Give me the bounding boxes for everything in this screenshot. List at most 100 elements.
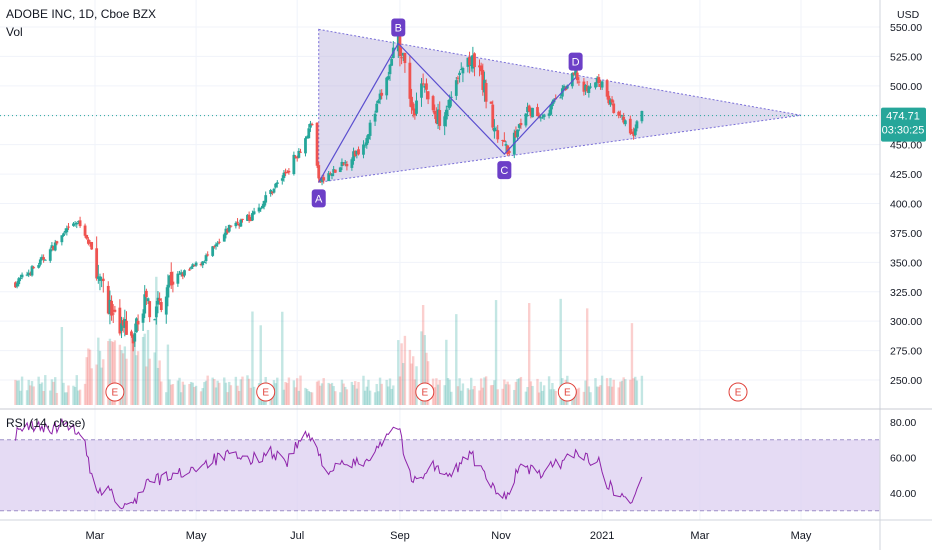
volume-bar	[368, 390, 372, 405]
candle-body	[640, 110, 644, 122]
volume-bar	[213, 379, 216, 405]
candle-body	[421, 83, 425, 85]
candle-body	[239, 219, 243, 227]
volume-bar	[484, 376, 488, 405]
candle-body	[14, 282, 17, 288]
candle-body	[396, 32, 400, 52]
volume-bar	[297, 390, 301, 405]
rsi-tick-label: 60.00	[890, 453, 916, 465]
time-tick-label: Jul	[290, 530, 304, 542]
candle-body	[120, 323, 123, 331]
volume-bar	[292, 380, 296, 405]
pattern-point-labels[interactable]: A B C D	[311, 18, 583, 208]
price-tick-label: 500.00	[890, 81, 922, 93]
rsi-indicator-label[interactable]: RSI (14, close)	[6, 416, 85, 430]
volume-bar	[160, 381, 163, 405]
candle-body	[438, 110, 442, 126]
volume-bar	[251, 311, 254, 405]
volume-bar	[586, 308, 589, 405]
volume-indicator-label[interactable]: Vol	[6, 25, 23, 39]
pattern-point-c[interactable]: C	[497, 161, 512, 180]
volume-bar	[420, 331, 423, 405]
candle-body	[287, 170, 291, 173]
candle-body	[526, 106, 529, 113]
volume-bar	[216, 380, 219, 405]
volume-bar	[609, 377, 612, 405]
pattern-point-b[interactable]: B	[391, 18, 406, 37]
rsi-axis[interactable]: 40.00 60.00 80.00	[890, 417, 916, 500]
earnings-marker[interactable]: E	[728, 382, 748, 402]
candle-body	[431, 96, 435, 111]
earnings-marker[interactable]: E	[256, 382, 276, 402]
candle-body	[164, 296, 168, 315]
volume-bar	[211, 377, 214, 405]
candle-body	[549, 104, 553, 115]
candle-body	[483, 79, 486, 93]
candle-body	[98, 276, 102, 281]
volume-bar	[518, 378, 521, 405]
candle-body	[577, 81, 581, 83]
candle-body	[529, 109, 533, 117]
candle-body	[249, 219, 253, 221]
volume-bar	[547, 376, 551, 405]
candle-body	[90, 241, 94, 250]
candle-body	[270, 191, 274, 194]
earnings-marker[interactable]: E	[415, 382, 435, 402]
time-tick-label: 2021	[590, 530, 614, 542]
candle-body	[251, 213, 254, 221]
volume-bar	[574, 391, 577, 405]
volume-bar	[415, 366, 418, 405]
pattern-point-d[interactable]: D	[568, 52, 583, 71]
volume-bar	[193, 386, 196, 405]
candle-body	[252, 211, 256, 215]
volume-bar	[362, 375, 365, 405]
candle-body	[610, 99, 614, 103]
candle-body	[584, 85, 587, 91]
earnings-marker[interactable]: E	[557, 382, 577, 402]
candle-body	[15, 283, 19, 287]
volume-bar	[466, 388, 470, 405]
volume-bar	[576, 388, 579, 405]
candle-body	[496, 130, 500, 140]
volume-bar	[353, 381, 357, 405]
volume-bar	[65, 392, 69, 405]
earnings-label: E	[112, 388, 119, 399]
candle-body	[484, 83, 488, 102]
candle-body	[481, 69, 485, 90]
volume-bar	[224, 382, 228, 405]
volume-bar	[133, 339, 136, 405]
volume-bar	[421, 305, 425, 405]
candle-body	[62, 233, 65, 237]
candle-body	[628, 118, 632, 134]
candle-body	[609, 99, 612, 105]
candle-body	[284, 171, 287, 174]
last-price-tag: 474.71 03:30:25	[881, 107, 926, 142]
price-axis[interactable]: 250.00 275.00 300.00 325.00 350.00 375.00 400.…	[890, 22, 922, 387]
candle-body	[582, 81, 586, 92]
volume-bar	[188, 384, 191, 405]
candle-body	[75, 222, 79, 225]
candle-body	[96, 276, 100, 279]
candle-body	[20, 274, 24, 278]
candle-body	[282, 172, 286, 179]
volume-bar	[282, 389, 286, 405]
volume-bar	[491, 384, 494, 405]
volume-bar	[503, 379, 506, 405]
volume-bar	[20, 376, 24, 405]
candle-body	[333, 169, 337, 173]
earnings-marker[interactable]: E	[105, 382, 125, 402]
volume-bar	[309, 391, 312, 405]
volume-bar	[55, 392, 59, 405]
time-axis[interactable]: Mar May Jul Sep Nov 2021 Mar May	[86, 530, 812, 542]
candle-body	[317, 165, 321, 179]
candle-body	[211, 246, 215, 256]
candle-body	[551, 101, 554, 107]
candle-body	[385, 77, 389, 96]
pattern-point-a[interactable]: A	[311, 189, 326, 208]
volume-bar	[413, 379, 417, 405]
price-tick-label: 275.00	[890, 346, 922, 358]
candle-body	[612, 103, 616, 113]
candle-body	[191, 264, 195, 267]
